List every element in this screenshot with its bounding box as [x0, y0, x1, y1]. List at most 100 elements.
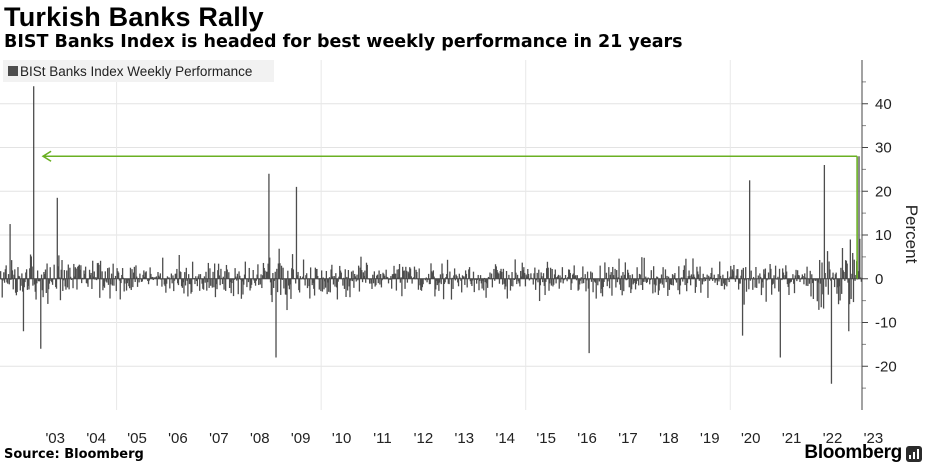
bar	[73, 276, 76, 279]
bar	[656, 276, 658, 279]
bar	[227, 278, 229, 279]
x-tick-label: '04	[86, 430, 106, 447]
bar	[594, 278, 597, 283]
bar	[465, 273, 468, 279]
bar	[368, 278, 371, 284]
bar	[650, 270, 652, 279]
bar	[623, 274, 626, 279]
bar	[850, 278, 852, 299]
bar	[801, 274, 803, 279]
bar	[174, 273, 176, 279]
bar	[195, 276, 197, 279]
bar	[126, 278, 128, 284]
bar	[667, 276, 670, 279]
bar	[357, 265, 360, 279]
bar	[748, 278, 750, 290]
bar	[457, 278, 460, 287]
bar	[510, 278, 512, 287]
bar	[832, 272, 834, 279]
bar	[485, 278, 487, 298]
bar	[717, 274, 719, 279]
chart-subtitle: BIST Banks Index is headed for best week…	[4, 32, 683, 52]
bar	[81, 277, 84, 279]
bar	[294, 278, 296, 279]
bar	[158, 275, 160, 279]
bar	[345, 278, 347, 297]
y-tick-label: -20	[875, 358, 897, 375]
bar	[348, 278, 350, 287]
bar	[574, 275, 576, 279]
bar	[100, 278, 102, 280]
bar	[577, 278, 579, 291]
bar	[854, 278, 856, 281]
bar	[713, 274, 715, 279]
bar	[153, 277, 155, 279]
bar	[7, 278, 9, 284]
bar	[788, 278, 790, 295]
bar	[328, 278, 330, 292]
bar	[509, 278, 512, 291]
bar	[686, 278, 689, 284]
bar	[721, 278, 723, 287]
bar	[437, 278, 439, 284]
bar	[435, 278, 438, 281]
bar	[107, 278, 110, 285]
bar	[394, 273, 397, 279]
bar	[236, 278, 238, 281]
bar	[513, 278, 516, 281]
bar	[32, 278, 34, 286]
y-axis-label: Percent	[902, 205, 921, 264]
bar	[410, 276, 412, 279]
bar	[433, 276, 435, 279]
bar	[264, 270, 266, 279]
bar	[482, 278, 484, 281]
x-tick-label: '11	[373, 430, 391, 447]
bar	[547, 267, 549, 279]
bar	[480, 278, 483, 284]
bar	[40, 274, 43, 279]
bar	[516, 278, 518, 285]
bar	[704, 278, 707, 282]
bar	[306, 278, 309, 289]
bar	[390, 276, 392, 279]
bar	[534, 278, 537, 290]
bar	[663, 278, 665, 288]
bar	[160, 278, 162, 280]
bar	[454, 278, 457, 281]
bar	[291, 268, 293, 279]
brand-logo: Bloomberg	[804, 442, 902, 463]
bar	[834, 274, 837, 279]
bar	[736, 269, 738, 279]
bar	[835, 272, 837, 279]
bar	[699, 266, 701, 279]
bar	[14, 269, 16, 279]
bar	[633, 278, 635, 284]
bar	[686, 278, 688, 292]
x-tick-label: '18	[659, 430, 679, 447]
bar	[679, 278, 682, 286]
bar	[779, 278, 781, 358]
bar	[424, 278, 427, 281]
bar	[840, 267, 842, 279]
bar	[18, 275, 20, 279]
bar	[490, 278, 492, 280]
bar	[184, 278, 187, 286]
bar	[235, 276, 237, 279]
bar	[427, 273, 430, 279]
bar	[855, 274, 857, 279]
bar	[700, 278, 702, 293]
bar	[431, 272, 434, 279]
bar	[181, 278, 184, 288]
bar	[712, 277, 715, 279]
bar	[610, 272, 612, 279]
bar	[252, 269, 254, 279]
bar	[670, 278, 672, 285]
bar	[287, 278, 290, 286]
bar	[789, 278, 791, 284]
bar	[397, 277, 399, 279]
bar	[476, 278, 479, 281]
bar	[221, 278, 223, 279]
bar	[248, 267, 250, 279]
bar	[760, 278, 763, 296]
bar	[258, 278, 261, 280]
